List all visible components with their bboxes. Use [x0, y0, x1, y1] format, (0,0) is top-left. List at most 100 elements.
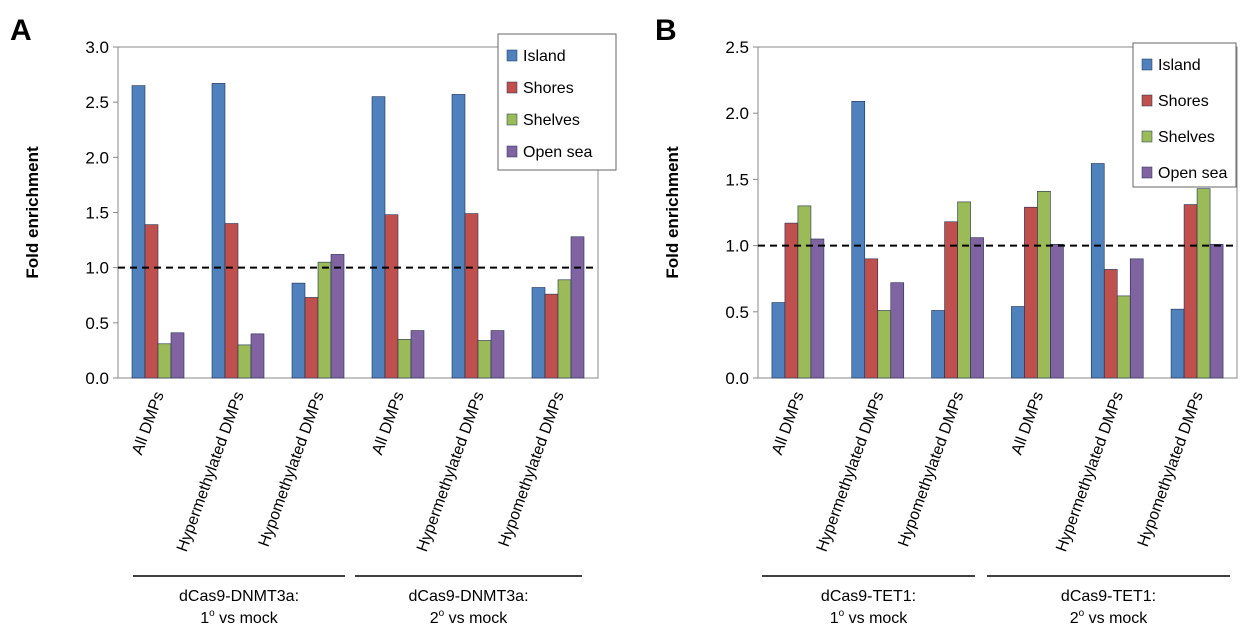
bar-shelves [1037, 191, 1051, 379]
bar-shelves [237, 344, 252, 379]
y-tick-label: 1.5 [725, 170, 749, 189]
bar-island [131, 85, 146, 379]
bar-open-sea [570, 236, 585, 379]
bar-shores [224, 223, 239, 379]
x-category-label: Hypermethylated DMPs [414, 390, 488, 555]
bar-shelves [397, 339, 412, 379]
x-category-label: All DMPs [369, 390, 407, 458]
bar-open-sea [250, 333, 265, 379]
bar-island [851, 100, 866, 379]
y-tick-label: 1.5 [85, 204, 109, 223]
bar-shores [384, 214, 399, 379]
bar-shores [304, 297, 319, 379]
legend-swatch [1141, 94, 1153, 107]
group-label-line2: 1o vs mock [200, 608, 279, 627]
y-tick-label: 0.5 [85, 314, 109, 333]
group-label-line2: 2o vs mock [430, 608, 509, 627]
bar-island [531, 287, 546, 379]
legend-box [497, 33, 617, 171]
bar-shores [144, 224, 159, 379]
bar-shores [544, 293, 559, 379]
group-label-line1: dCas9-DNMT3a: [408, 588, 528, 605]
y-axis-label: Fold enrichment [663, 146, 682, 279]
legend-entry: Island [523, 48, 566, 65]
group-label-line1: dCas9-DNMT3a: [179, 588, 299, 605]
bar-open-sea [1050, 243, 1064, 379]
legend-entry: Open sea [523, 144, 592, 161]
group-label-line2: 2o vs mock [1070, 608, 1149, 627]
y-tick-label: 2.5 [725, 38, 749, 57]
y-tick-label: 0.0 [85, 369, 109, 388]
bar-shelves [797, 205, 812, 379]
panel-label: A [10, 14, 32, 47]
bar-open-sea [490, 330, 505, 379]
legend-entry: Shelves [523, 112, 580, 129]
bar-island [931, 310, 945, 379]
bar-island [771, 302, 786, 379]
legend-swatch [506, 81, 518, 94]
bar-open-sea [970, 237, 984, 379]
x-category-label: Hypermethylated DMPs [814, 390, 888, 555]
bar-shelves [1196, 188, 1211, 379]
legend-entry: Shores [1158, 93, 1209, 110]
bar-open-sea [1129, 258, 1144, 379]
legend: Island Shores Shelves Open sea [1132, 42, 1237, 188]
bar-shores [1103, 269, 1118, 379]
x-category-label: All DMPs [769, 390, 807, 458]
legend-swatch [1141, 166, 1153, 179]
x-category-label: Hypermethylated DMPs [1053, 390, 1127, 555]
bar-island [1170, 308, 1185, 379]
bar-shores [464, 213, 479, 379]
bar-shelves [557, 279, 572, 379]
legend-entry: Shelves [1158, 129, 1215, 146]
panel-b-chart: B Fold enrichment 0.0 0.5 1.0 1.5 2.0 2.5 All DM… [655, 14, 1238, 627]
y-tick-label: 0.5 [725, 303, 749, 322]
legend-swatch [506, 113, 518, 126]
bar-shelves [877, 310, 892, 379]
x-category-label: Hypomethylated DMPs [256, 390, 328, 550]
bar-shelves [317, 261, 332, 379]
group-label-line1: dCas9-TET1: [821, 588, 916, 605]
legend-swatch [506, 145, 518, 158]
bar-shelves [957, 201, 971, 379]
bar-island [1090, 163, 1105, 379]
bar-island [291, 282, 306, 379]
legend: Island Shores Shelves Open sea [497, 33, 617, 171]
x-category-label: All DMPs [129, 390, 167, 458]
legend-entry: Shores [523, 80, 574, 97]
y-tick-label: 2.0 [85, 148, 109, 167]
bar-island [211, 83, 226, 379]
bar-island [1011, 306, 1025, 379]
group-label-line1: dCas9-TET1: [1061, 588, 1156, 605]
x-category-label: Hypomethylated DMPs [1135, 390, 1207, 550]
x-category-label: Hypomethylated DMPs [895, 390, 967, 550]
y-tick-label: 3.0 [85, 38, 109, 57]
bar-shores [864, 258, 879, 379]
y-tick-label: 0.0 [725, 369, 749, 388]
bar-shelves [1116, 295, 1131, 379]
bar-open-sea [1209, 243, 1224, 379]
bar-open-sea [810, 238, 825, 379]
bar-open-sea [330, 254, 345, 379]
bar-open-sea [890, 282, 905, 379]
bar-shelves [157, 343, 172, 379]
legend-entry: Open sea [1158, 165, 1227, 182]
y-tick-label: 2.5 [85, 93, 109, 112]
plot-frame [757, 46, 1238, 379]
bar-shelves [477, 340, 492, 379]
x-category-label: Hypermethylated DMPs [174, 390, 248, 555]
y-tick-label: 1.0 [85, 259, 109, 278]
legend-swatch [1141, 58, 1153, 71]
y-tick-label: 2.0 [725, 104, 749, 123]
panel-a-chart: A Fold enrichment 0.0 0.5 1.0 1.5 2.0 2.5 3.0 All… [10, 14, 617, 627]
panel-label: B [655, 14, 677, 47]
bar-shores [1183, 204, 1198, 379]
legend-swatch [1141, 130, 1153, 143]
bar-open-sea [170, 332, 185, 379]
x-category-label: All DMPs [1009, 390, 1047, 458]
legend-swatch [506, 49, 518, 62]
y-tick-label: 1.0 [725, 237, 749, 256]
x-category-label: Hypomethylated DMPs [496, 390, 568, 550]
bar-shores [1024, 206, 1038, 379]
